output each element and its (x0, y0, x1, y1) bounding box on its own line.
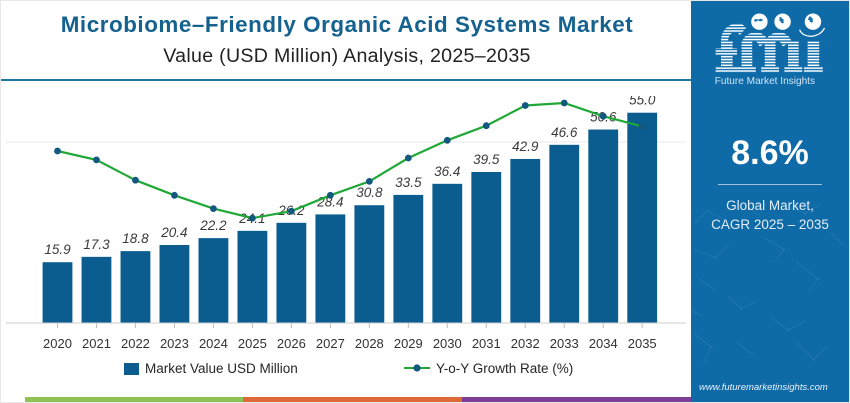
svg-text:46.6: 46.6 (551, 125, 578, 140)
svg-text:20.4: 20.4 (160, 225, 187, 240)
svg-text:22.2: 22.2 (199, 218, 227, 233)
svg-text:36.4: 36.4 (434, 164, 460, 179)
svg-text:42.9: 42.9 (512, 139, 539, 154)
svg-text:33.5: 33.5 (395, 175, 422, 190)
svg-text:15.9: 15.9 (44, 242, 71, 257)
svg-text:55.0: 55.0 (629, 96, 656, 108)
svg-text:18.8: 18.8 (122, 231, 149, 246)
svg-text:39.5: 39.5 (473, 152, 500, 167)
svg-text:17.3: 17.3 (83, 237, 110, 252)
svg-text:30.8: 30.8 (356, 185, 383, 200)
svg-text:Future Market Insights: Future Market Insights (715, 76, 815, 86)
